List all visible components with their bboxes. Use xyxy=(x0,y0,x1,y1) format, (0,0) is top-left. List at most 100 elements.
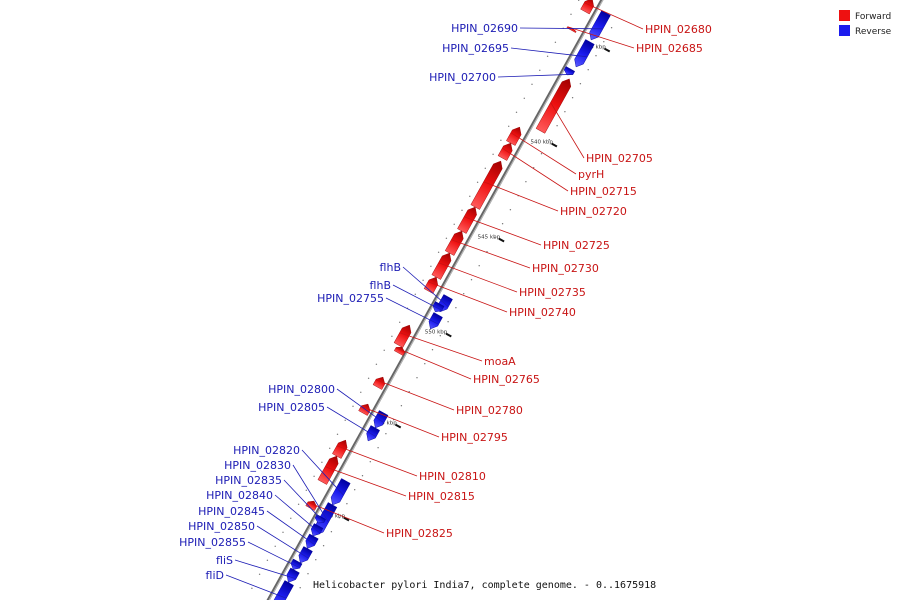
guide-dot xyxy=(554,41,557,43)
tick-mark xyxy=(445,332,452,338)
gene-hpin-02680-glyph xyxy=(580,0,594,15)
gene-label-hpin-02850[interactable]: HPIN_02850 xyxy=(188,520,255,533)
guide-dot xyxy=(523,97,525,100)
guide-dot xyxy=(329,447,331,449)
gene-label-hpin-02695[interactable]: HPIN_02695 xyxy=(442,42,509,55)
gene-label-hpin-02705[interactable]: HPIN_02705 xyxy=(586,152,653,165)
guide-dot xyxy=(422,279,424,281)
guide-dot xyxy=(430,265,432,267)
leader-line xyxy=(501,147,569,192)
gene-label-hpin-02805[interactable]: HPIN_02805 xyxy=(258,401,325,414)
gene-label-pyrh[interactable]: pyrH xyxy=(578,168,604,181)
gene-label-flhb[interactable]: flhB xyxy=(370,279,391,292)
gene-label-hpin-02810[interactable]: HPIN_02810 xyxy=(419,470,486,483)
legend-swatch-reverse xyxy=(839,25,850,36)
gene-label-hpin-02835[interactable]: HPIN_02835 xyxy=(215,474,282,487)
leader-line xyxy=(550,102,585,159)
guide-dot xyxy=(437,251,440,253)
guide-dot xyxy=(391,335,393,337)
gene-label-hpin-02815[interactable]: HPIN_02815 xyxy=(408,490,475,503)
gene-label-flis[interactable]: fliS xyxy=(216,554,233,567)
leader-line xyxy=(510,132,577,175)
guide-dot xyxy=(484,167,486,169)
gene-label-hpin-02740[interactable]: HPIN_02740 xyxy=(509,306,576,319)
gene-label-hpin-02795[interactable]: HPIN_02795 xyxy=(441,431,508,444)
leader-line xyxy=(234,559,297,580)
gene-hpin-02825-glyph xyxy=(305,500,317,511)
gene-label-flid[interactable]: fliD xyxy=(206,569,224,582)
gene-hpin-02855-glyph xyxy=(290,558,303,570)
guide-dot xyxy=(492,153,494,155)
leader-line xyxy=(392,284,442,311)
leader-line xyxy=(463,216,542,246)
gene-label-hpin-02855[interactable]: HPIN_02855 xyxy=(179,536,246,549)
gene-label-hpin-02830[interactable]: HPIN_02830 xyxy=(224,459,291,472)
gene-hpin-02850-glyph xyxy=(298,546,313,564)
guide-dot xyxy=(603,41,605,43)
gene-label-hpin-02700[interactable]: HPIN_02700 xyxy=(429,71,496,84)
gene-label-hpin-02820[interactable]: HPIN_02820 xyxy=(233,444,300,457)
guide-dot xyxy=(540,153,543,155)
guide-dot xyxy=(453,223,455,225)
leader-line xyxy=(385,297,439,325)
gene-hpin-02815-glyph xyxy=(317,455,339,485)
leader-line xyxy=(438,262,518,293)
gene-pyrh-glyph xyxy=(506,126,522,146)
guide-dot xyxy=(424,363,426,365)
scale-ticks: 535 kbp 540 kbp 545 kbp 550 kbp 555 kbp 560 k… xyxy=(323,45,611,522)
leader-line xyxy=(395,347,472,380)
gene-label-hpin-02720[interactable]: HPIN_02720 xyxy=(560,205,627,218)
tick-label: 560 kbp xyxy=(323,514,346,520)
gene-hpin-02725-glyph xyxy=(457,206,477,234)
guide-dot xyxy=(439,335,441,337)
legend: Forward Reverse xyxy=(839,10,892,37)
guide-dot xyxy=(414,293,416,295)
gene-label-hpin-02800[interactable]: HPIN_02800 xyxy=(268,383,335,396)
guide-dot xyxy=(455,307,457,309)
gene-label-hpin-02735[interactable]: HPIN_02735 xyxy=(519,286,586,299)
gene-label-hpin-02685[interactable]: HPIN_02685 xyxy=(636,42,703,55)
guide-dot xyxy=(531,83,533,86)
gene-hpin-02780-glyph xyxy=(372,376,386,390)
leader-line xyxy=(567,26,635,49)
leader-line xyxy=(402,266,449,308)
gene-label-hpin-02755[interactable]: HPIN_02755 xyxy=(317,292,384,305)
leader-line xyxy=(225,574,287,599)
gene-label-flhb[interactable]: flhB xyxy=(380,261,401,274)
guide-dot xyxy=(494,237,496,239)
guide-dots xyxy=(251,0,613,589)
gene-label-hpin-02690[interactable]: HPIN_02690 xyxy=(451,22,518,35)
guide-dot xyxy=(500,139,502,141)
leader-line xyxy=(427,281,508,313)
guide-dot xyxy=(579,83,582,85)
leader-line xyxy=(584,2,644,30)
leader-line xyxy=(301,449,344,496)
gene-label-hpin-02840[interactable]: HPIN_02840 xyxy=(206,489,273,502)
guide-dot xyxy=(282,531,284,533)
gene-label-hpin-02725[interactable]: HPIN_02725 xyxy=(543,239,610,252)
guide-dot xyxy=(360,391,362,393)
tick-mark xyxy=(551,142,558,148)
guide-dot xyxy=(305,489,307,491)
guide-dot xyxy=(336,433,339,435)
guide-dot xyxy=(338,517,340,519)
tick-label: 545 kbp xyxy=(478,235,501,241)
gene-label-hpin-02825[interactable]: HPIN_02825 xyxy=(386,527,453,540)
gene-hpin-02765-glyph xyxy=(393,346,406,356)
legend-swatch-forward xyxy=(839,10,850,21)
gene-label-moaa[interactable]: moaA xyxy=(484,355,516,368)
tick-label: 555 kbp xyxy=(374,421,397,427)
tick-mark xyxy=(604,47,611,53)
gene-label-hpin-02780[interactable]: HPIN_02780 xyxy=(456,404,523,417)
genome-axis xyxy=(266,0,604,600)
guide-dot xyxy=(400,405,403,407)
guide-dot xyxy=(595,55,597,57)
gene-label-hpin-02730[interactable]: HPIN_02730 xyxy=(532,262,599,275)
gene-label-hpin-02715[interactable]: HPIN_02715 xyxy=(570,185,637,198)
gene-label-hpin-02845[interactable]: HPIN_02845 xyxy=(198,505,265,518)
gene-label-hpin-02680[interactable]: HPIN_02680 xyxy=(645,23,712,36)
guide-dot xyxy=(344,419,346,421)
gene-hpin-02695-glyph xyxy=(574,39,595,68)
gene-label-hpin-02765[interactable]: HPIN_02765 xyxy=(473,373,540,386)
